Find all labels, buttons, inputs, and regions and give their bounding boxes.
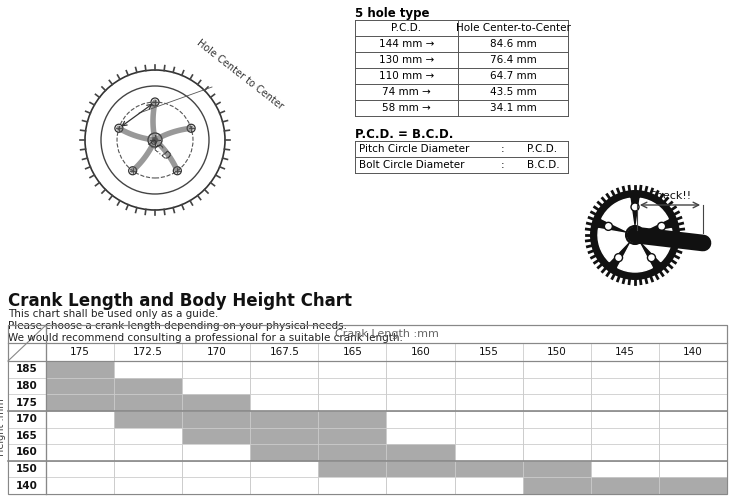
Bar xyxy=(46,394,114,411)
Text: Hole Center-to-Center: Hole Center-to-Center xyxy=(456,23,570,33)
Bar xyxy=(182,428,251,444)
Text: 144 mm →: 144 mm → xyxy=(379,39,434,49)
Text: 110 mm →: 110 mm → xyxy=(379,71,434,81)
Text: 175: 175 xyxy=(16,398,38,407)
Text: Crank Length and Body Height Chart: Crank Length and Body Height Chart xyxy=(8,292,352,310)
Bar xyxy=(318,411,387,428)
Bar xyxy=(318,461,387,477)
Text: 155: 155 xyxy=(478,347,498,357)
Text: 76.4 mm: 76.4 mm xyxy=(490,55,537,65)
Bar xyxy=(591,478,659,494)
Wedge shape xyxy=(642,228,672,262)
Text: 84.6 mm: 84.6 mm xyxy=(490,39,537,49)
Text: Bolt Circle Diameter: Bolt Circle Diameter xyxy=(359,160,465,170)
Text: 150: 150 xyxy=(16,464,38,474)
Text: This chart shall be used only as a guide.: This chart shall be used only as a guide… xyxy=(8,309,218,319)
Text: 140: 140 xyxy=(683,347,703,357)
Text: 180: 180 xyxy=(16,381,38,391)
Circle shape xyxy=(614,254,623,262)
Bar xyxy=(251,411,318,428)
Text: Check!!: Check!! xyxy=(648,191,692,201)
Bar xyxy=(8,394,727,411)
Bar xyxy=(8,361,727,378)
Circle shape xyxy=(590,190,680,280)
Bar xyxy=(46,361,114,378)
Text: 165: 165 xyxy=(343,347,362,357)
Wedge shape xyxy=(637,198,668,230)
Text: 58 mm →: 58 mm → xyxy=(382,103,431,113)
Bar xyxy=(523,461,591,477)
Wedge shape xyxy=(617,244,653,272)
Bar xyxy=(318,428,387,444)
Circle shape xyxy=(696,236,710,250)
Circle shape xyxy=(626,226,644,244)
Bar xyxy=(182,411,251,428)
Bar xyxy=(8,378,727,394)
Text: B.C.D.: B.C.D. xyxy=(527,160,559,170)
Text: 34.1 mm: 34.1 mm xyxy=(490,103,537,113)
Bar xyxy=(8,325,727,494)
Bar xyxy=(659,478,727,494)
Bar xyxy=(114,411,182,428)
Bar xyxy=(8,411,727,428)
Bar xyxy=(182,394,251,411)
Bar xyxy=(46,378,114,394)
Text: P.C.D.: P.C.D. xyxy=(527,144,557,154)
Bar xyxy=(455,461,523,477)
Bar xyxy=(8,428,727,444)
Text: 150: 150 xyxy=(547,347,567,357)
Bar xyxy=(8,478,727,494)
Text: 170: 170 xyxy=(16,414,38,424)
Text: Hole Center to Center: Hole Center to Center xyxy=(195,38,285,112)
Bar xyxy=(523,478,591,494)
Bar xyxy=(8,325,727,494)
Circle shape xyxy=(658,222,666,230)
Text: 145: 145 xyxy=(615,347,635,357)
Text: Height :mm: Height :mm xyxy=(0,398,6,456)
Text: We would recommend consulting a professional for a suitable crank length.: We would recommend consulting a professi… xyxy=(8,333,403,343)
Bar xyxy=(8,461,727,477)
Text: 160: 160 xyxy=(16,448,38,458)
Text: 43.5 mm: 43.5 mm xyxy=(490,87,537,97)
Text: P.C.D: P.C.D xyxy=(146,138,173,162)
Text: Pitch Circle Diameter: Pitch Circle Diameter xyxy=(359,144,470,154)
Text: Crank Length :mm: Crank Length :mm xyxy=(334,329,439,339)
Text: 185: 185 xyxy=(16,364,38,374)
Text: P.C.D.: P.C.D. xyxy=(392,23,422,33)
Text: 130 mm →: 130 mm → xyxy=(379,55,434,65)
Text: 64.7 mm: 64.7 mm xyxy=(490,71,537,81)
Text: 165: 165 xyxy=(16,431,38,441)
Bar xyxy=(114,394,182,411)
Wedge shape xyxy=(602,198,634,230)
Bar xyxy=(318,444,387,461)
Text: 175: 175 xyxy=(70,347,90,357)
Bar xyxy=(387,461,455,477)
Circle shape xyxy=(648,254,656,262)
Text: P.C.D. = B.C.D.: P.C.D. = B.C.D. xyxy=(355,128,453,141)
Wedge shape xyxy=(598,228,628,262)
Text: 5 hole type: 5 hole type xyxy=(355,7,429,20)
Text: 160: 160 xyxy=(411,347,431,357)
Text: 167.5: 167.5 xyxy=(270,347,299,357)
Bar xyxy=(251,444,318,461)
Text: Please choose a crank length depending on your physical needs.: Please choose a crank length depending o… xyxy=(8,321,347,331)
Text: 74 mm →: 74 mm → xyxy=(382,87,431,97)
Bar xyxy=(8,444,727,461)
Text: 170: 170 xyxy=(207,347,226,357)
Bar xyxy=(251,428,318,444)
Bar xyxy=(114,378,182,394)
Circle shape xyxy=(631,203,639,211)
Circle shape xyxy=(604,222,612,230)
Text: :: : xyxy=(501,144,505,154)
Text: 172.5: 172.5 xyxy=(133,347,163,357)
Text: :: : xyxy=(501,160,505,170)
Bar xyxy=(387,444,455,461)
Text: 140: 140 xyxy=(16,480,38,490)
